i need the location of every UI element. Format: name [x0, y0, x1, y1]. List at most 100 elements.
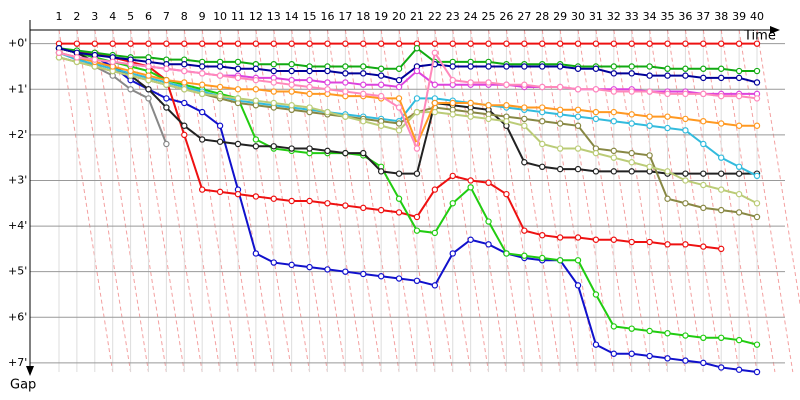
data-point [467, 63, 474, 70]
data-point [574, 113, 582, 120]
data-point [664, 65, 671, 72]
data-point [395, 104, 403, 111]
data-point [198, 81, 206, 88]
data-point [413, 67, 421, 75]
data-point [556, 63, 564, 70]
data-point [216, 72, 224, 79]
data-point [377, 92, 385, 100]
x-tick-label: 2 [73, 10, 80, 23]
data-point [521, 115, 528, 123]
data-point [288, 261, 295, 269]
y-tick-label: +4' [8, 219, 27, 232]
data-point [664, 90, 671, 98]
data-point [270, 60, 277, 68]
data-point [574, 122, 582, 129]
data-point [181, 86, 188, 93]
data-point [574, 145, 582, 152]
data-point [556, 257, 564, 264]
data-point [646, 327, 653, 335]
data-point [449, 200, 456, 207]
data-point [252, 76, 260, 84]
series-line [58, 47, 758, 373]
data-point [610, 350, 618, 357]
data-point [735, 209, 743, 216]
data-point [700, 40, 707, 47]
data-point [753, 368, 761, 376]
data-point [306, 76, 313, 84]
data-point [145, 40, 152, 47]
data-point [127, 40, 134, 47]
data-point [610, 236, 618, 243]
data-point [610, 147, 618, 155]
x-tick-label: 13 [267, 10, 281, 23]
lap-diagonal [667, 29, 722, 373]
y-tick-label: +6' [8, 310, 27, 323]
lap-diagonal [147, 29, 203, 373]
x-tick-label: 9 [199, 10, 206, 23]
data-point [73, 40, 81, 47]
data-point [342, 202, 349, 209]
x-tick-label: 8 [181, 10, 188, 23]
y-tick-label: +0' [8, 37, 27, 50]
lap-diagonal [702, 29, 758, 373]
data-point [646, 352, 653, 360]
data-point [431, 99, 439, 107]
data-point [127, 86, 134, 93]
y-arrow [26, 366, 34, 376]
data-point [521, 104, 528, 111]
data-point [377, 65, 385, 72]
data-point [252, 40, 260, 47]
data-point [395, 95, 403, 102]
y-tick-label: +3' [8, 173, 27, 186]
data-point [467, 113, 474, 120]
data-point [377, 273, 385, 280]
data-point [413, 170, 421, 177]
data-point [360, 270, 367, 278]
data-point [700, 243, 707, 250]
data-point [431, 229, 439, 237]
data-point [467, 99, 474, 107]
data-point [646, 152, 653, 159]
data-point [664, 330, 671, 337]
data-point [252, 193, 260, 200]
data-point [556, 83, 564, 91]
data-point [288, 88, 295, 95]
data-point [718, 170, 725, 177]
x-arrow [770, 26, 780, 34]
data-point [646, 63, 653, 70]
x-tick-label: 4 [109, 10, 116, 23]
data-point [234, 40, 242, 47]
data-point [485, 241, 492, 248]
data-point [539, 83, 546, 91]
data-point [664, 40, 671, 47]
lap-diagonal [219, 29, 275, 373]
data-point [556, 106, 564, 114]
data-point [682, 90, 689, 98]
data-point [521, 81, 528, 88]
data-point [753, 40, 761, 47]
data-point [449, 63, 456, 70]
data-point [270, 67, 277, 75]
x-tick-label: 3 [91, 10, 98, 23]
data-point [413, 277, 421, 284]
data-point [395, 120, 403, 127]
data-point [324, 79, 331, 86]
lap-diagonal [756, 29, 800, 308]
data-point [682, 332, 689, 339]
data-point [718, 206, 725, 214]
lap-diagonal [488, 29, 543, 373]
data-point [574, 86, 582, 93]
data-point [145, 95, 152, 102]
data-point [431, 40, 439, 47]
y-tick-label: +5' [8, 265, 27, 278]
data-point [198, 136, 206, 143]
data-point [360, 81, 367, 88]
data-point [521, 63, 528, 70]
data-point [181, 40, 188, 47]
data-point [718, 92, 725, 100]
x-tick-label: 40 [750, 10, 764, 23]
data-point [574, 282, 582, 289]
data-point [216, 63, 224, 70]
data-point [539, 40, 546, 47]
data-point [735, 336, 743, 344]
